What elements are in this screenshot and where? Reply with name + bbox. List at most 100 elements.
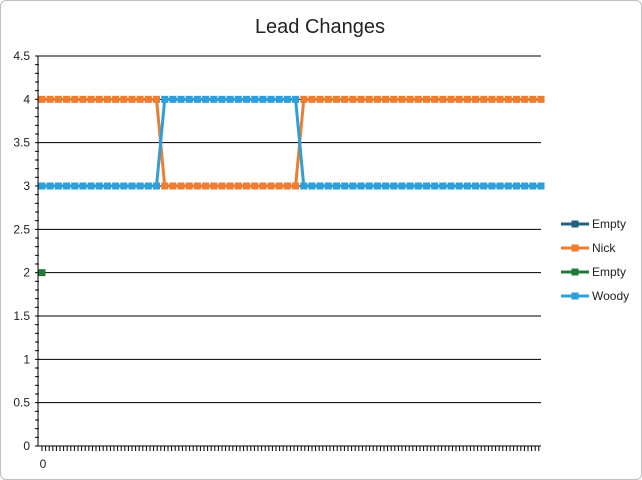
- data-point-nick: [120, 95, 128, 103]
- data-point-nick: [63, 95, 71, 103]
- data-point-nick: [185, 182, 193, 190]
- data-point-nick: [210, 182, 218, 190]
- data-point-woody: [193, 95, 201, 103]
- data-point-nick: [439, 95, 447, 103]
- data-point-nick: [112, 95, 120, 103]
- x-tick-label: 0: [40, 457, 47, 471]
- data-point-woody: [390, 182, 398, 190]
- legend-label: Empty: [592, 217, 626, 231]
- data-point-woody: [349, 182, 357, 190]
- data-point-nick: [521, 95, 529, 103]
- data-point-woody: [496, 182, 504, 190]
- legend-swatch-marker: [571, 220, 579, 228]
- data-point-woody: [95, 182, 103, 190]
- data-point-woody: [234, 95, 242, 103]
- data-point-woody: [185, 95, 193, 103]
- data-point-woody: [54, 182, 62, 190]
- data-point-nick: [341, 95, 349, 103]
- data-point-woody: [308, 182, 316, 190]
- data-point-nick: [349, 95, 357, 103]
- data-point-nick: [234, 182, 242, 190]
- data-point-woody: [267, 95, 275, 103]
- data-point-woody: [472, 182, 480, 190]
- data-point-woody: [153, 182, 161, 190]
- data-point-nick: [267, 182, 275, 190]
- data-point-woody: [422, 182, 430, 190]
- data-point-nick: [95, 95, 103, 103]
- data-point-nick: [177, 182, 185, 190]
- data-point-nick: [153, 95, 161, 103]
- data-point-nick: [136, 95, 144, 103]
- data-point-nick: [161, 182, 169, 190]
- data-point-woody: [431, 182, 439, 190]
- data-point-woody: [300, 182, 308, 190]
- data-point-nick: [292, 182, 300, 190]
- data-point-woody: [537, 182, 545, 190]
- data-point-woody: [480, 182, 488, 190]
- data-point-woody: [455, 182, 463, 190]
- data-point-woody: [38, 182, 46, 190]
- y-tick-label: 0: [23, 439, 30, 453]
- data-point-nick: [87, 95, 95, 103]
- data-point-nick: [529, 95, 537, 103]
- y-tick-label: 3.5: [13, 136, 30, 150]
- data-point-woody: [463, 182, 471, 190]
- data-point-woody: [46, 182, 54, 190]
- data-point-woody: [504, 182, 512, 190]
- data-point-woody: [365, 182, 373, 190]
- data-point-woody: [283, 95, 291, 103]
- y-tick-label: 3: [23, 179, 30, 193]
- data-point-nick: [300, 95, 308, 103]
- data-point-nick: [324, 95, 332, 103]
- data-point-nick: [422, 95, 430, 103]
- data-point-woody: [243, 95, 251, 103]
- data-point-woody: [292, 95, 300, 103]
- data-point-woody: [512, 182, 520, 190]
- y-tick-label: 4.5: [13, 49, 30, 63]
- data-point-woody: [357, 182, 365, 190]
- data-point-nick: [54, 95, 62, 103]
- y-tick-label: 0.5: [13, 396, 30, 410]
- data-point-woody: [202, 95, 210, 103]
- data-point-nick: [128, 95, 136, 103]
- y-tick-label: 1.5: [13, 309, 30, 323]
- data-point-woody: [332, 182, 340, 190]
- data-point-woody: [324, 182, 332, 190]
- data-point-nick: [414, 95, 422, 103]
- data-point-nick: [431, 95, 439, 103]
- data-point-woody: [373, 182, 381, 190]
- data-point-woody: [169, 95, 177, 103]
- data-point-woody: [447, 182, 455, 190]
- data-point-nick: [332, 95, 340, 103]
- data-point-woody: [406, 182, 414, 190]
- data-point-woody: [414, 182, 422, 190]
- data-point-nick: [455, 95, 463, 103]
- data-point-nick: [275, 182, 283, 190]
- legend-label: Woody: [592, 289, 629, 303]
- legend-swatch-marker: [571, 268, 579, 276]
- data-point-woody: [521, 182, 529, 190]
- data-point-nick: [316, 95, 324, 103]
- data-point-woody: [128, 182, 136, 190]
- data-point-woody: [63, 182, 71, 190]
- data-point-nick: [357, 95, 365, 103]
- data-point-nick: [218, 182, 226, 190]
- data-point-woody: [71, 182, 79, 190]
- y-tick-label: 1: [23, 352, 30, 366]
- data-point-nick: [537, 95, 545, 103]
- data-point-nick: [308, 95, 316, 103]
- data-point-nick: [46, 95, 54, 103]
- data-point-nick: [512, 95, 520, 103]
- legend-swatch-marker: [571, 244, 579, 252]
- data-point-woody: [398, 182, 406, 190]
- series-lines: [38, 95, 545, 277]
- data-point-nick: [38, 95, 46, 103]
- data-point-woody: [87, 182, 95, 190]
- data-point-woody: [161, 95, 169, 103]
- data-point-nick: [259, 182, 267, 190]
- data-point-nick: [382, 95, 390, 103]
- data-point-nick: [71, 95, 79, 103]
- data-point-nick: [504, 95, 512, 103]
- data-point-nick: [144, 95, 152, 103]
- data-point-woody: [103, 182, 111, 190]
